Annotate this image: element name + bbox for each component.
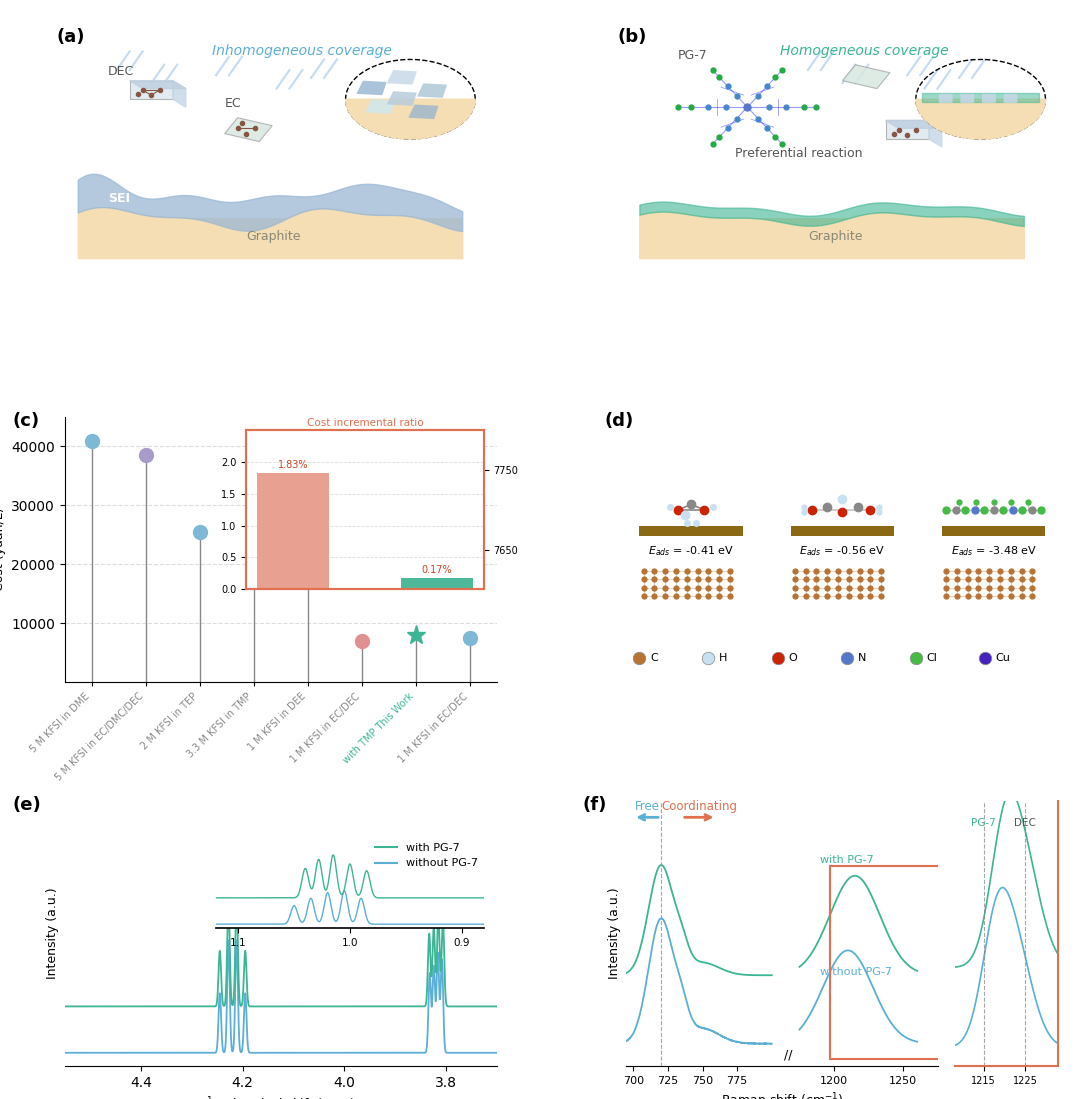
Polygon shape: [356, 80, 387, 96]
FancyBboxPatch shape: [960, 93, 974, 103]
Polygon shape: [408, 104, 438, 119]
Text: PG-7: PG-7: [678, 49, 708, 63]
Text: SEI: SEI: [108, 192, 130, 206]
FancyBboxPatch shape: [791, 525, 894, 536]
Text: PG-7: PG-7: [971, 818, 996, 828]
Text: (b): (b): [618, 27, 647, 46]
Polygon shape: [130, 80, 186, 89]
FancyBboxPatch shape: [1003, 93, 1017, 103]
Legend: with PG-7, without PG-7: with PG-7, without PG-7: [370, 839, 483, 873]
Text: without PG-7: without PG-7: [820, 967, 892, 977]
Polygon shape: [346, 99, 475, 138]
X-axis label: Raman shift (cm$^{-1}$): Raman shift (cm$^{-1}$): [721, 1091, 843, 1099]
Text: DEC: DEC: [1014, 818, 1036, 828]
Text: //: //: [784, 1048, 793, 1062]
Text: $E_{ads}$ = -3.48 eV: $E_{ads}$ = -3.48 eV: [950, 544, 1037, 558]
Text: H: H: [719, 653, 728, 663]
Polygon shape: [929, 121, 942, 147]
X-axis label: $^1$H chemical shift (ppm): $^1$H chemical shift (ppm): [206, 1096, 355, 1099]
Text: O: O: [788, 653, 797, 663]
Y-axis label: Intensity (a.u.): Intensity (a.u.): [46, 888, 59, 979]
Text: N: N: [858, 653, 866, 663]
Polygon shape: [886, 121, 929, 138]
Polygon shape: [365, 99, 395, 114]
Text: DEC: DEC: [108, 65, 134, 78]
Text: Graphite: Graphite: [808, 230, 862, 243]
Text: (f): (f): [583, 796, 607, 814]
Polygon shape: [78, 219, 462, 258]
Text: Graphite: Graphite: [246, 230, 300, 243]
Text: (c): (c): [13, 412, 40, 430]
Y-axis label: Intensity (a.u.): Intensity (a.u.): [608, 888, 621, 979]
Polygon shape: [225, 118, 272, 142]
Text: $E_{ads}$ = -0.41 eV: $E_{ads}$ = -0.41 eV: [648, 544, 734, 558]
FancyBboxPatch shape: [639, 525, 743, 536]
Text: $E_{ads}$ = -0.56 eV: $E_{ads}$ = -0.56 eV: [799, 544, 886, 558]
Polygon shape: [130, 80, 173, 99]
Polygon shape: [387, 70, 417, 85]
Text: Preferential reaction: Preferential reaction: [735, 147, 863, 160]
Text: Cu: Cu: [996, 653, 1011, 663]
Polygon shape: [842, 65, 890, 89]
Text: Free: Free: [635, 800, 660, 813]
Text: (a): (a): [56, 27, 84, 46]
Text: with PG-7: with PG-7: [820, 855, 874, 865]
Polygon shape: [639, 219, 1024, 258]
Polygon shape: [387, 91, 417, 106]
Text: Homogeneous coverage: Homogeneous coverage: [780, 44, 948, 57]
FancyBboxPatch shape: [982, 93, 996, 103]
FancyBboxPatch shape: [942, 525, 1045, 536]
Text: Inhomogeneous coverage: Inhomogeneous coverage: [213, 44, 392, 57]
FancyBboxPatch shape: [939, 93, 953, 103]
Polygon shape: [417, 84, 447, 98]
Polygon shape: [886, 121, 942, 129]
Y-axis label: Cost (yuan/L): Cost (yuan/L): [0, 508, 5, 591]
Text: EC: EC: [225, 97, 241, 110]
Text: Coordinating: Coordinating: [662, 800, 738, 813]
Polygon shape: [173, 80, 186, 107]
Text: (d): (d): [605, 412, 634, 430]
Text: (e): (e): [13, 796, 42, 814]
Text: Cl: Cl: [927, 653, 937, 663]
Polygon shape: [916, 99, 1045, 138]
Text: C: C: [650, 653, 658, 663]
